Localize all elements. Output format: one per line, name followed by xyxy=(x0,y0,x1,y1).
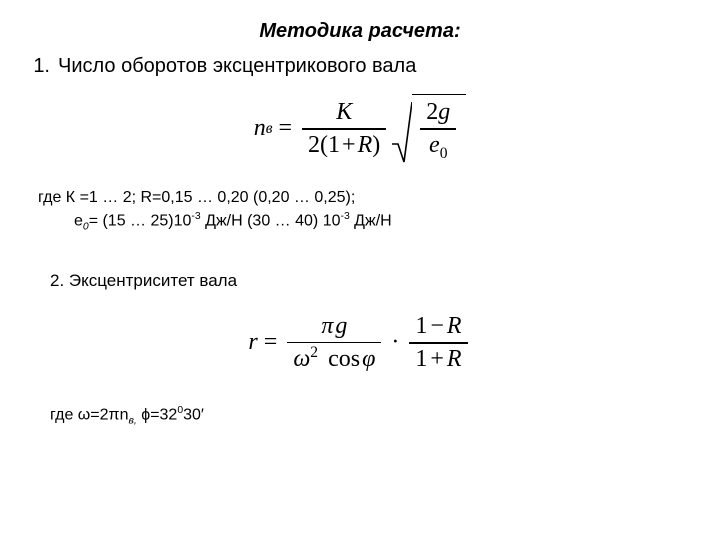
where1-line2: е0= (15 … 25)10-3 Дж/Н (30 … 40) 10-3 Дж… xyxy=(38,209,690,235)
where-block-1: где К =1 … 2; R=0,15 … 0,20 (0,20 … 0,25… xyxy=(38,186,690,235)
section-title: Методика расчета: xyxy=(90,20,630,43)
f1-den-1: 1 xyxy=(328,132,340,158)
f2-f2-num: 1−R xyxy=(409,311,467,342)
w1-mid: = (15 … 25)10 xyxy=(89,212,192,229)
sqrt-icon xyxy=(392,94,412,164)
f1-frac-den: 2(1+R) xyxy=(302,130,386,161)
f2-f1-den: ω2 cosφ xyxy=(287,343,381,375)
w1-sup2: -3 xyxy=(340,211,349,222)
f2-fraction-1: πg ω2 cosφ xyxy=(287,311,381,376)
f1-frac-num: К xyxy=(330,97,358,128)
f1-den-rparen: ) xyxy=(372,132,380,158)
f1-sqrt-num: 2g xyxy=(420,97,456,128)
w1-aft1: Дж/Н (30 … 40) 10 xyxy=(201,212,341,229)
formula-1: nв = К 2(1+R) 2g e0 xyxy=(30,94,690,164)
w1-aft2: Дж/Н xyxy=(350,212,392,229)
f2-d1: 1 xyxy=(415,346,427,372)
f2-minus: − xyxy=(430,313,444,339)
f1-sqrt-den: e0 xyxy=(423,130,453,164)
f2-f1-num: πg xyxy=(315,311,353,342)
f2-cos: cos xyxy=(328,346,360,372)
f2-plus: + xyxy=(430,346,444,372)
item1-number: 1. xyxy=(30,55,58,78)
f1-sqrt-frac: 2g e0 xyxy=(420,97,456,164)
f1-den-R: R xyxy=(358,132,373,158)
w1-e: е xyxy=(74,212,83,229)
item1-text: Число оборотов эксцентрикового вала xyxy=(58,55,690,78)
f1-sqrt-e: e xyxy=(429,132,440,158)
f2-omega: ω xyxy=(293,346,310,372)
where-block-2: где ω=2πnв, ϕ=32030′ xyxy=(50,405,690,427)
f1-den-lparen: ( xyxy=(320,132,328,158)
f2-lhs: r xyxy=(248,329,257,356)
f1-sqrt-2: 2 xyxy=(426,99,438,125)
f1-sqrt: 2g e0 xyxy=(392,94,466,164)
f1-sqrt-e-sub: 0 xyxy=(440,144,448,161)
w2-aft: 30′ xyxy=(183,407,204,424)
list-item-1: 1. Число оборотов эксцентрикового вала xyxy=(30,55,690,78)
f2-g: g xyxy=(335,313,347,339)
f1-fraction-left: К 2(1+R) xyxy=(302,97,386,161)
f2-pi: π xyxy=(321,313,333,339)
list-item-2: 2. Эксцентриситет вала xyxy=(50,271,690,291)
f2-phi: φ xyxy=(362,346,375,372)
w1-sup1: -3 xyxy=(191,211,200,222)
f1-equals: = xyxy=(279,115,293,142)
formula-2: r = πg ω2 cosφ · 1−R 1+R xyxy=(30,311,690,376)
w2-pre: где ω=2πn xyxy=(50,407,128,424)
f1-den-2: 2 xyxy=(308,132,320,158)
f2-equals: = xyxy=(264,329,278,356)
f1-den-plus: + xyxy=(342,132,356,158)
w2-mid: ϕ=32 xyxy=(137,407,178,424)
f1-sqrt-g: g xyxy=(438,99,450,125)
f2-n1: 1 xyxy=(415,313,427,339)
f2-omega-sup: 2 xyxy=(310,344,318,361)
where1-line1: где К =1 … 2; R=0,15 … 0,20 (0,20 … 0,25… xyxy=(38,186,690,209)
f2-fraction-2: 1−R 1+R xyxy=(409,311,467,375)
f1-lhs-sub: в xyxy=(266,120,273,138)
f2-nR: R xyxy=(447,313,462,339)
f1-sqrt-body: 2g e0 xyxy=(412,94,466,164)
f2-f2-den: 1+R xyxy=(409,344,467,375)
f1-lhs-n: n xyxy=(254,115,266,142)
w2-sub: в, xyxy=(128,416,136,427)
f2-dot: · xyxy=(391,329,399,356)
f2-dR: R xyxy=(447,346,462,372)
